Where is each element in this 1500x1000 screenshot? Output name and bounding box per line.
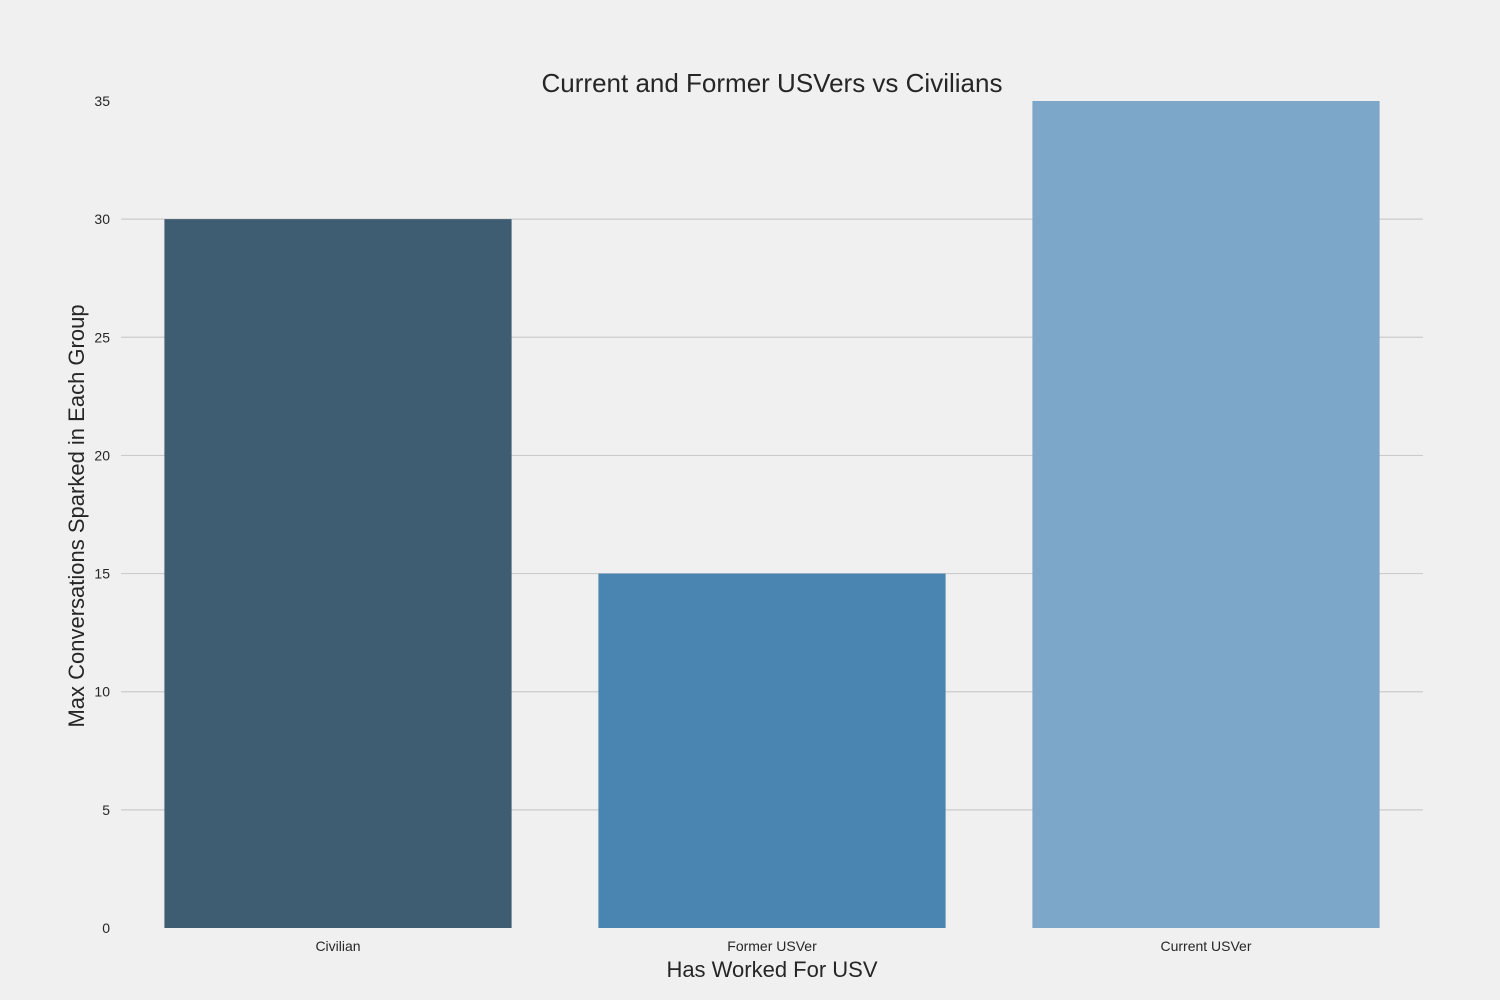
y-tick-label: 20: [94, 447, 110, 463]
y-tick-label: 35: [94, 93, 110, 109]
x-tick-label: Former USVer: [727, 938, 817, 954]
bar-former-usver: [598, 573, 946, 928]
x-axis-label: Has Worked For USV: [666, 957, 877, 982]
x-tick-label: Current USVer: [1160, 938, 1251, 954]
x-tick-label: Civilian: [315, 938, 360, 954]
bars: [164, 101, 1380, 929]
chart-title: Current and Former USVers vs Civilians: [542, 68, 1003, 98]
bar-civilian: [164, 219, 512, 929]
y-tick-label: 0: [102, 920, 110, 936]
y-tick-label: 15: [94, 566, 110, 582]
bar-current-usver: [1032, 101, 1380, 928]
y-tick-label: 5: [102, 802, 110, 818]
x-tick-labels: Civilian Former USVer Current USVer: [315, 938, 1251, 954]
y-tick-label: 10: [94, 684, 110, 700]
y-tick-labels: 0 5 10 15 20 25 30 35: [94, 93, 110, 936]
y-tick-label: 30: [94, 211, 110, 227]
y-tick-label: 25: [94, 329, 110, 345]
y-axis-label: Max Conversations Sparked in Each Group: [64, 304, 89, 727]
